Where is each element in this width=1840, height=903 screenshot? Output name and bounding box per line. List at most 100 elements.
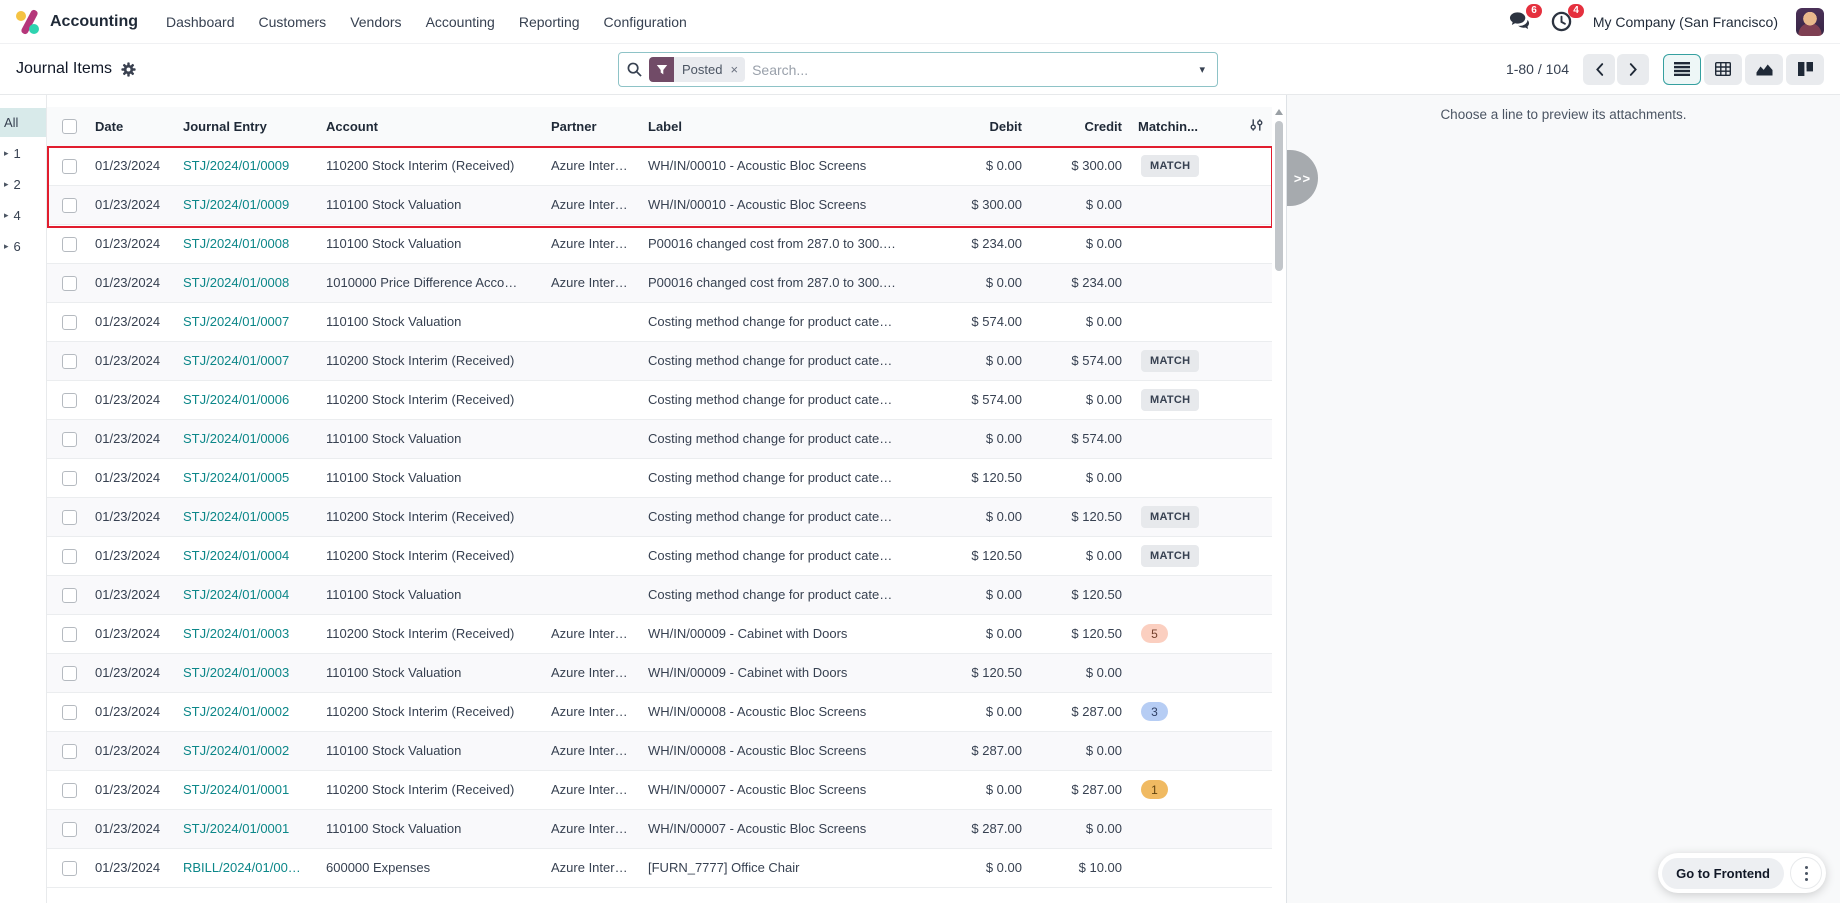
search-dropdown-caret-icon[interactable]: ▾ xyxy=(1199,64,1205,76)
column-header-date[interactable]: Date xyxy=(87,107,175,147)
app-name[interactable]: Accounting xyxy=(50,12,138,30)
row-checkbox[interactable] xyxy=(62,743,77,759)
optional-columns-icon[interactable] xyxy=(1240,107,1273,147)
table-row[interactable]: 01/23/2024 STJ/2024/01/0003 110200 Stock… xyxy=(47,614,1273,654)
journal-entry-link[interactable]: STJ/2024/01/0007 xyxy=(183,353,290,368)
column-header-label[interactable]: Label xyxy=(640,107,914,147)
company-switcher[interactable]: My Company (San Francisco) xyxy=(1592,13,1778,30)
row-checkbox[interactable] xyxy=(62,782,77,798)
journal-entry-link[interactable]: STJ/2024/01/0001 xyxy=(183,821,290,836)
facet-remove-icon[interactable]: × xyxy=(730,62,739,77)
match-button[interactable]: MATCH xyxy=(1141,388,1200,411)
row-checkbox[interactable] xyxy=(62,236,77,252)
go-to-frontend-button[interactable]: Go to Frontend xyxy=(1662,857,1784,889)
row-checkbox[interactable] xyxy=(62,314,77,330)
sidebar-item-all[interactable]: All xyxy=(0,108,46,137)
journal-entry-link[interactable]: STJ/2024/01/0009 xyxy=(183,158,290,173)
view-switcher-list-button[interactable] xyxy=(1663,53,1701,85)
menu-vendors[interactable]: Vendors xyxy=(350,13,402,30)
table-row[interactable]: 01/23/2024 STJ/2024/01/0008 1010000 Pric… xyxy=(47,263,1273,303)
view-switcher-kanban-button[interactable] xyxy=(1786,53,1824,85)
sidebar-item-1[interactable]: ▸ 1 xyxy=(0,139,46,168)
search-input[interactable] xyxy=(752,61,1189,78)
menu-accounting[interactable]: Accounting xyxy=(425,13,495,30)
match-button[interactable]: MATCH xyxy=(1141,154,1200,177)
matching-count-badge[interactable]: 3 xyxy=(1141,702,1168,721)
sidebar-item-6[interactable]: ▸ 6 xyxy=(0,232,46,261)
column-header-debit[interactable]: Debit xyxy=(914,107,1030,147)
row-checkbox[interactable] xyxy=(62,158,77,174)
table-row[interactable]: 01/23/2024 STJ/2024/01/0009 110200 Stock… xyxy=(47,146,1273,186)
journal-entry-link[interactable]: STJ/2024/01/0005 xyxy=(183,470,290,485)
row-checkbox[interactable] xyxy=(62,392,77,408)
pager-next-button[interactable] xyxy=(1617,53,1649,85)
menu-customers[interactable]: Customers xyxy=(258,13,327,30)
table-row[interactable]: 01/23/2024 STJ/2024/01/0004 110100 Stock… xyxy=(47,575,1273,615)
scrollbar-up-arrow-icon[interactable] xyxy=(1275,109,1283,115)
match-button[interactable]: MATCH xyxy=(1141,349,1200,372)
journal-entry-link[interactable]: STJ/2024/01/0008 xyxy=(183,275,290,290)
view-switcher-graph-button[interactable] xyxy=(1745,53,1783,85)
user-avatar[interactable] xyxy=(1796,7,1824,36)
journal-entry-link[interactable]: STJ/2024/01/0009 xyxy=(183,197,290,212)
column-header-matching[interactable]: Matchin... xyxy=(1130,107,1240,147)
sidebar-item-4[interactable]: ▸ 4 xyxy=(0,201,46,230)
match-button[interactable]: MATCH xyxy=(1141,505,1200,528)
table-row[interactable]: 01/23/2024 STJ/2024/01/0004 110200 Stock… xyxy=(47,536,1273,576)
table-row[interactable]: 01/23/2024 STJ/2024/01/0002 110200 Stock… xyxy=(47,692,1273,732)
journal-entry-link[interactable]: STJ/2024/01/0006 xyxy=(183,431,290,446)
table-row[interactable]: 01/23/2024 STJ/2024/01/0005 110200 Stock… xyxy=(47,497,1273,537)
row-checkbox[interactable] xyxy=(62,431,77,447)
row-checkbox[interactable] xyxy=(62,665,77,681)
kebab-menu-button[interactable] xyxy=(1790,857,1822,889)
table-row[interactable]: 01/23/2024 STJ/2024/01/0006 110100 Stock… xyxy=(47,419,1273,459)
table-row[interactable]: 01/23/2024 STJ/2024/01/0001 110200 Stock… xyxy=(47,770,1273,810)
pager-previous-button[interactable] xyxy=(1583,53,1615,85)
menu-reporting[interactable]: Reporting xyxy=(518,13,580,30)
row-checkbox[interactable] xyxy=(62,353,77,369)
view-settings-gear-icon[interactable] xyxy=(121,61,136,77)
table-row[interactable]: 01/23/2024 STJ/2024/01/0005 110100 Stock… xyxy=(47,458,1273,498)
matching-count-badge[interactable]: 1 xyxy=(1141,780,1168,799)
table-row[interactable]: 01/23/2024 STJ/2024/01/0002 110100 Stock… xyxy=(47,731,1273,771)
activities-clock-icon[interactable]: 4 xyxy=(1551,3,1584,33)
match-button[interactable]: MATCH xyxy=(1141,544,1200,567)
table-row[interactable]: 01/23/2024 STJ/2024/01/0008 110100 Stock… xyxy=(47,224,1273,264)
row-checkbox[interactable] xyxy=(62,821,77,837)
journal-entry-link[interactable]: STJ/2024/01/0005 xyxy=(183,509,290,524)
menu-dashboard[interactable]: Dashboard xyxy=(166,13,235,30)
row-checkbox[interactable] xyxy=(62,548,77,564)
row-checkbox[interactable] xyxy=(62,197,77,213)
journal-entry-link[interactable]: STJ/2024/01/0002 xyxy=(183,743,290,758)
journal-entry-link[interactable]: STJ/2024/01/0001 xyxy=(183,782,290,797)
column-header-partner[interactable]: Partner xyxy=(543,107,640,147)
journal-entry-link[interactable]: STJ/2024/01/0007 xyxy=(183,314,290,329)
search-bar[interactable]: Posted × ▾ xyxy=(618,52,1218,87)
scrollbar-thumb[interactable] xyxy=(1275,121,1283,271)
row-checkbox[interactable] xyxy=(62,470,77,486)
table-row[interactable]: 01/23/2024 STJ/2024/01/0007 110100 Stock… xyxy=(47,302,1273,342)
journal-entry-link[interactable]: STJ/2024/01/0003 xyxy=(183,665,290,680)
table-row[interactable]: 01/23/2024 RBILL/2024/01/00… 600000 Expe… xyxy=(47,848,1273,888)
table-row[interactable]: 01/23/2024 STJ/2024/01/0001 110100 Stock… xyxy=(47,809,1273,849)
table-row[interactable]: 01/23/2024 STJ/2024/01/0003 110100 Stock… xyxy=(47,653,1273,693)
journal-entry-link[interactable]: STJ/2024/01/0003 xyxy=(183,626,290,641)
row-checkbox[interactable] xyxy=(62,860,77,876)
row-checkbox[interactable] xyxy=(62,704,77,720)
table-row[interactable]: 01/23/2024 STJ/2024/01/0009 110100 Stock… xyxy=(47,185,1273,225)
messages-icon[interactable]: 6 xyxy=(1509,3,1542,33)
column-header-journal-entry[interactable]: Journal Entry xyxy=(175,107,318,147)
table-row[interactable]: 01/23/2024 STJ/2024/01/0006 110200 Stock… xyxy=(47,380,1273,420)
table-row[interactable]: 01/23/2024 STJ/2024/01/0007 110200 Stock… xyxy=(47,341,1273,381)
column-header-account[interactable]: Account xyxy=(318,107,543,147)
journal-entry-link[interactable]: RBILL/2024/01/00… xyxy=(183,860,301,875)
journal-entry-link[interactable]: STJ/2024/01/0002 xyxy=(183,704,290,719)
journal-entry-link[interactable]: STJ/2024/01/0004 xyxy=(183,548,290,563)
row-checkbox[interactable] xyxy=(62,509,77,525)
row-checkbox[interactable] xyxy=(62,275,77,291)
search-facet-posted[interactable]: Posted × xyxy=(649,57,746,82)
panel-expand-toggle-button[interactable]: >> xyxy=(1287,150,1318,206)
column-header-credit[interactable]: Credit xyxy=(1030,107,1130,147)
matching-count-badge[interactable]: 5 xyxy=(1141,624,1168,643)
journal-entry-link[interactable]: STJ/2024/01/0006 xyxy=(183,392,290,407)
